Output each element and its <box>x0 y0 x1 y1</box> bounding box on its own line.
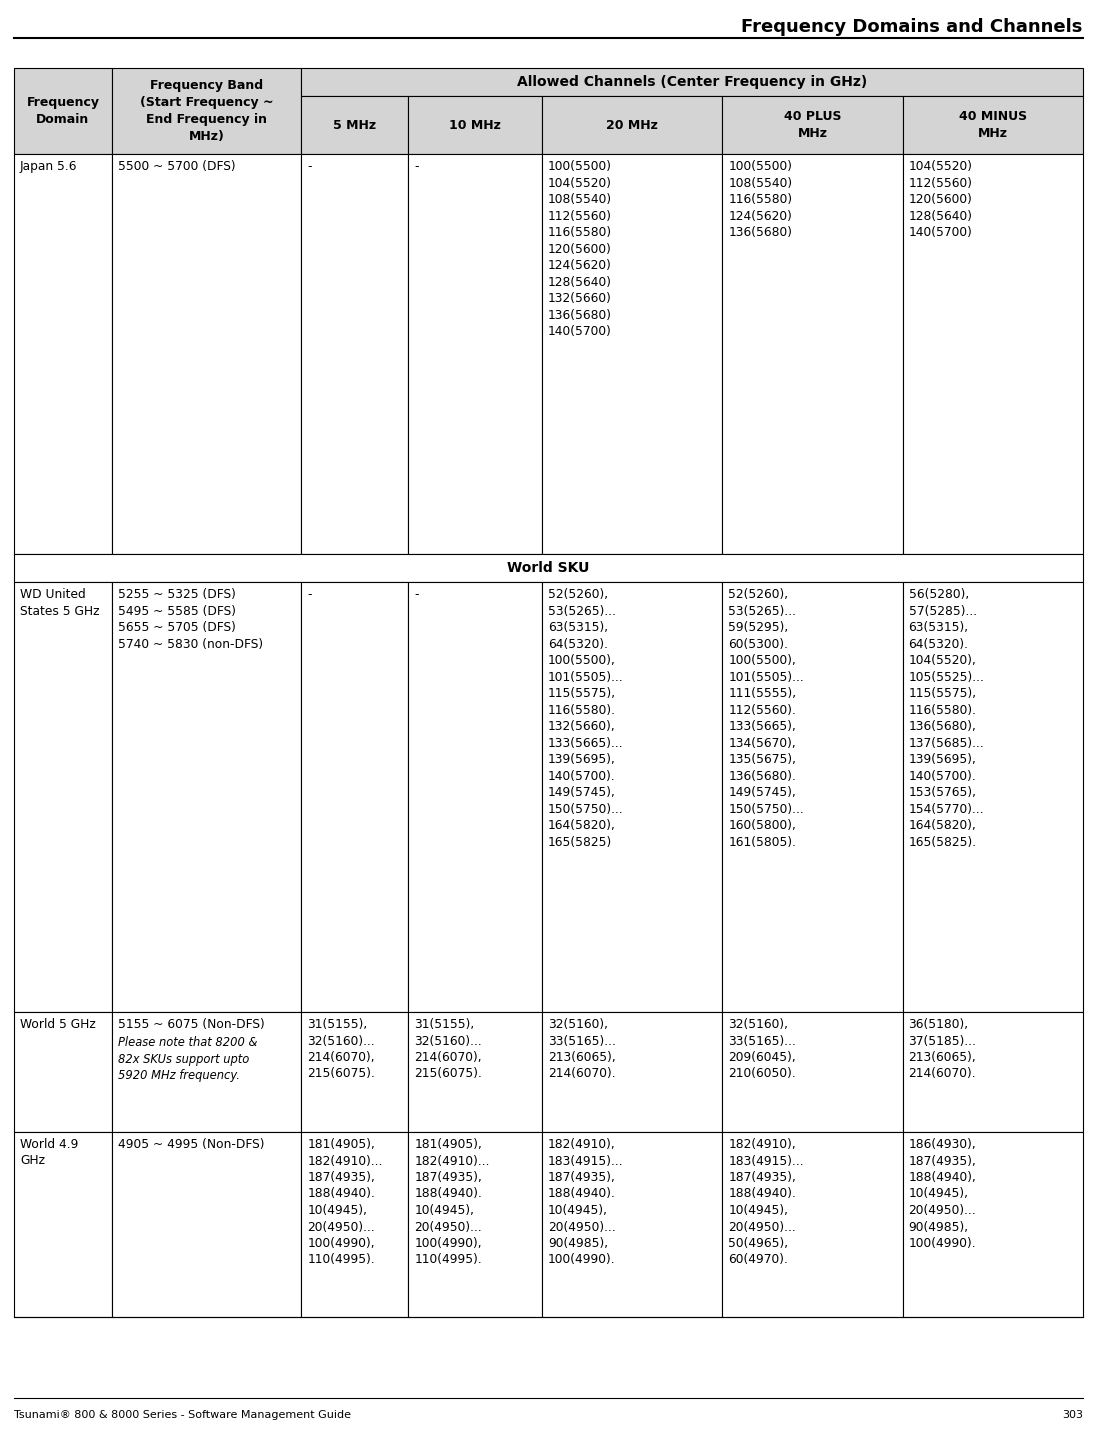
Bar <box>408 1012 542 1132</box>
Bar <box>302 1132 408 1318</box>
Text: 5155 ~ 6075 (Non-DFS): 5155 ~ 6075 (Non-DFS) <box>118 1017 264 1030</box>
Text: Frequency Band
(Start Frequency ~
End Frequency in
MHz): Frequency Band (Start Frequency ~ End Fr… <box>139 79 273 143</box>
Bar <box>302 1012 408 1132</box>
Text: 31(5155),
32(5160)...
214(6070),
215(6075).: 31(5155), 32(5160)... 214(6070), 215(607… <box>415 1017 482 1080</box>
Text: Tsunami® 800 & 8000 Series - Software Management Guide: Tsunami® 800 & 8000 Series - Software Ma… <box>14 1410 351 1420</box>
Text: 4905 ~ 4995 (Non-DFS): 4905 ~ 4995 (Non-DFS) <box>118 1137 264 1150</box>
Text: 5500 ~ 5700 (DFS): 5500 ~ 5700 (DFS) <box>118 160 236 173</box>
Text: 52(5260),
53(5265)...
59(5295),
60(5300).
100(5500),
101(5505)...
111(5555),
112: 52(5260), 53(5265)... 59(5295), 60(5300)… <box>728 587 804 849</box>
Text: 40 MINUS
MHz: 40 MINUS MHz <box>959 110 1027 140</box>
Text: -: - <box>415 160 419 173</box>
Bar <box>302 69 1083 96</box>
Text: Allowed Channels (Center Frequency in GHz): Allowed Channels (Center Frequency in GH… <box>517 74 868 89</box>
Text: Please note that 8200 &
82x SKUs support upto
5920 MHz frequency.: Please note that 8200 & 82x SKUs support… <box>118 1036 258 1082</box>
Text: 303: 303 <box>1062 1410 1083 1420</box>
Text: -: - <box>307 587 312 602</box>
Bar <box>112 1012 302 1132</box>
Bar <box>14 554 1083 582</box>
Text: 52(5260),
53(5265)...
63(5315),
64(5320).
100(5500),
101(5505)...
115(5575),
116: 52(5260), 53(5265)... 63(5315), 64(5320)… <box>547 587 623 849</box>
Bar <box>408 1132 542 1318</box>
Text: 182(4910),
183(4915)...
187(4935),
188(4940).
10(4945),
20(4950)...
90(4985),
10: 182(4910), 183(4915)... 187(4935), 188(4… <box>547 1137 623 1266</box>
Bar <box>542 582 722 1012</box>
Bar <box>722 582 903 1012</box>
Bar <box>112 582 302 1012</box>
Text: WD United
States 5 GHz: WD United States 5 GHz <box>20 587 100 617</box>
Bar <box>14 1132 112 1318</box>
Bar <box>112 1132 302 1318</box>
Text: 32(5160),
33(5165)...
213(6065),
214(6070).: 32(5160), 33(5165)... 213(6065), 214(607… <box>547 1017 615 1080</box>
Text: 100(5500)
108(5540)
116(5580)
124(5620)
136(5680): 100(5500) 108(5540) 116(5580) 124(5620) … <box>728 160 792 239</box>
Bar <box>408 154 542 554</box>
Bar <box>542 1132 722 1318</box>
Text: 5 MHz: 5 MHz <box>333 119 376 131</box>
Text: 104(5520)
112(5560)
120(5600)
128(5640)
140(5700): 104(5520) 112(5560) 120(5600) 128(5640) … <box>908 160 973 239</box>
Text: 10 MHz: 10 MHz <box>449 119 501 131</box>
Bar <box>408 96 542 154</box>
Bar <box>112 154 302 554</box>
Text: Japan 5.6: Japan 5.6 <box>20 160 78 173</box>
Text: 100(5500)
104(5520)
108(5540)
112(5560)
116(5580)
120(5600)
124(5620)
128(5640)
: 100(5500) 104(5520) 108(5540) 112(5560) … <box>547 160 612 339</box>
Bar <box>302 154 408 554</box>
Bar <box>722 1012 903 1132</box>
Bar <box>542 96 722 154</box>
Bar <box>112 69 302 154</box>
Bar <box>14 69 112 154</box>
Bar <box>903 582 1083 1012</box>
Bar <box>542 1012 722 1132</box>
Bar <box>903 154 1083 554</box>
Bar <box>14 582 112 1012</box>
Text: 181(4905),
182(4910)...
187(4935),
188(4940).
10(4945),
20(4950)...
100(4990),
1: 181(4905), 182(4910)... 187(4935), 188(4… <box>415 1137 489 1266</box>
Bar <box>903 1132 1083 1318</box>
Bar <box>14 1012 112 1132</box>
Text: 31(5155),
32(5160)...
214(6070),
215(6075).: 31(5155), 32(5160)... 214(6070), 215(607… <box>307 1017 375 1080</box>
Text: Frequency Domains and Channels: Frequency Domains and Channels <box>740 19 1082 36</box>
Text: 5255 ~ 5325 (DFS)
5495 ~ 5585 (DFS)
5655 ~ 5705 (DFS)
5740 ~ 5830 (non-DFS): 5255 ~ 5325 (DFS) 5495 ~ 5585 (DFS) 5655… <box>118 587 263 650</box>
Bar <box>542 154 722 554</box>
Text: 32(5160),
33(5165)...
209(6045),
210(6050).: 32(5160), 33(5165)... 209(6045), 210(605… <box>728 1017 796 1080</box>
Text: 181(4905),
182(4910)...
187(4935),
188(4940).
10(4945),
20(4950)...
100(4990),
1: 181(4905), 182(4910)... 187(4935), 188(4… <box>307 1137 383 1266</box>
Bar <box>722 96 903 154</box>
Text: 182(4910),
183(4915)...
187(4935),
188(4940).
10(4945),
20(4950)...
50(4965),
60: 182(4910), 183(4915)... 187(4935), 188(4… <box>728 1137 804 1266</box>
Bar <box>408 582 542 1012</box>
Text: World SKU: World SKU <box>507 562 590 574</box>
Text: 56(5280),
57(5285)...
63(5315),
64(5320).
104(5520),
105(5525)...
115(5575),
116: 56(5280), 57(5285)... 63(5315), 64(5320)… <box>908 587 984 849</box>
Text: World 5 GHz: World 5 GHz <box>20 1017 95 1030</box>
Text: -: - <box>307 160 312 173</box>
Bar <box>903 96 1083 154</box>
Text: 20 MHz: 20 MHz <box>606 119 658 131</box>
Text: -: - <box>415 587 419 602</box>
Bar <box>722 1132 903 1318</box>
Text: 36(5180),
37(5185)...
213(6065),
214(6070).: 36(5180), 37(5185)... 213(6065), 214(607… <box>908 1017 976 1080</box>
Bar <box>722 154 903 554</box>
Bar <box>302 96 408 154</box>
Text: World 4.9
GHz: World 4.9 GHz <box>20 1137 78 1167</box>
Text: 40 PLUS
MHz: 40 PLUS MHz <box>783 110 841 140</box>
Text: 186(4930),
187(4935),
188(4940),
10(4945),
20(4950)...
90(4985),
100(4990).: 186(4930), 187(4935), 188(4940), 10(4945… <box>908 1137 976 1250</box>
Bar <box>302 582 408 1012</box>
Text: Frequency
Domain: Frequency Domain <box>26 96 100 126</box>
Bar <box>903 1012 1083 1132</box>
Bar <box>14 154 112 554</box>
